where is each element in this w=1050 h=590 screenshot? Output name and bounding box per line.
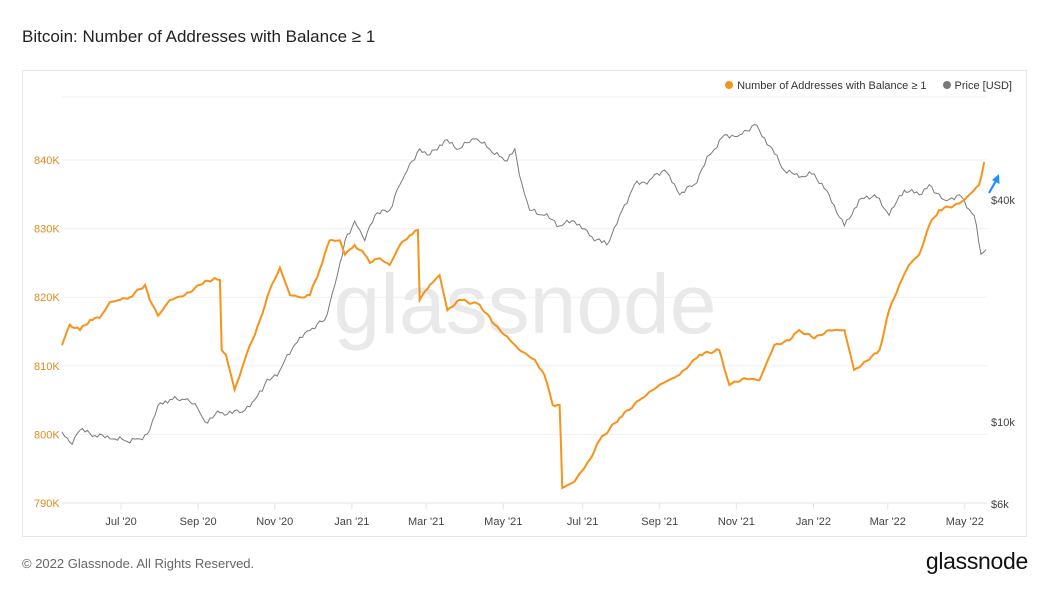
- y-left-tick-label: 810K: [34, 361, 60, 373]
- chart-frame: [22, 70, 1027, 537]
- x-tick-label: May '22: [946, 516, 984, 528]
- x-tick-label: Nov '21: [718, 516, 755, 528]
- legend-dot-price: [942, 81, 951, 89]
- x-tick-label: Mar '22: [870, 516, 906, 528]
- legend-label-price: Price [USD]: [954, 80, 1012, 92]
- watermark: glassnode: [334, 257, 717, 351]
- y-right-tick-label: $40k: [991, 195, 1015, 207]
- legend-label-addresses: Number of Addresses with Balance ≥ 1: [737, 80, 927, 92]
- x-tick-label: Jul '20: [105, 516, 136, 528]
- y-left-tick-label: 820K: [34, 292, 60, 304]
- y-left-tick-label: 790K: [34, 498, 60, 510]
- x-tick-label: Nov '20: [256, 516, 293, 528]
- x-tick-label: Jul '21: [567, 516, 598, 528]
- x-tick-label: Sep '20: [180, 516, 217, 528]
- annotation-arrow-head-icon: [992, 174, 1000, 184]
- x-tick-label: May '21: [484, 516, 522, 528]
- legend-item-addresses[interactable]: Number of Addresses with Balance ≥ 1: [725, 80, 927, 92]
- y-right-tick-label: $6k: [991, 499, 1009, 511]
- y-left-tick-label: 840K: [34, 155, 60, 167]
- x-tick-label: Jan '21: [334, 516, 369, 528]
- copyright: © 2022 Glassnode. All Rights Reserved.: [22, 556, 255, 571]
- legend-dot-addresses: [725, 81, 734, 89]
- y-left-tick-label: 800K: [34, 429, 60, 441]
- price-series-line: [61, 123, 987, 446]
- x-tick-label: Mar '21: [408, 516, 444, 528]
- y-right-tick-label: $10k: [991, 417, 1015, 429]
- glassnode-logo[interactable]: glassnode: [925, 548, 1028, 574]
- x-tick-label: Jan '22: [796, 516, 831, 528]
- y-left-tick-label: 830K: [34, 224, 60, 236]
- x-tick-label: Sep '21: [641, 516, 678, 528]
- chart-title: Bitcoin: Number of Addresses with Balanc…: [22, 27, 376, 46]
- legend-item-price[interactable]: Price [USD]: [942, 80, 1012, 92]
- addresses-series-line: [61, 161, 986, 490]
- legend: Number of Addresses with Balance ≥ 1 Pri…: [725, 80, 1012, 92]
